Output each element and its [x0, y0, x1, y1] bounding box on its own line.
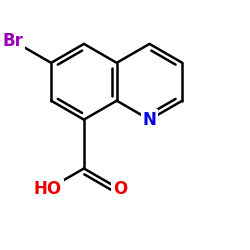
Text: HO: HO: [34, 180, 62, 198]
Text: N: N: [142, 111, 156, 129]
Text: O: O: [113, 180, 127, 198]
Text: Br: Br: [2, 32, 24, 50]
